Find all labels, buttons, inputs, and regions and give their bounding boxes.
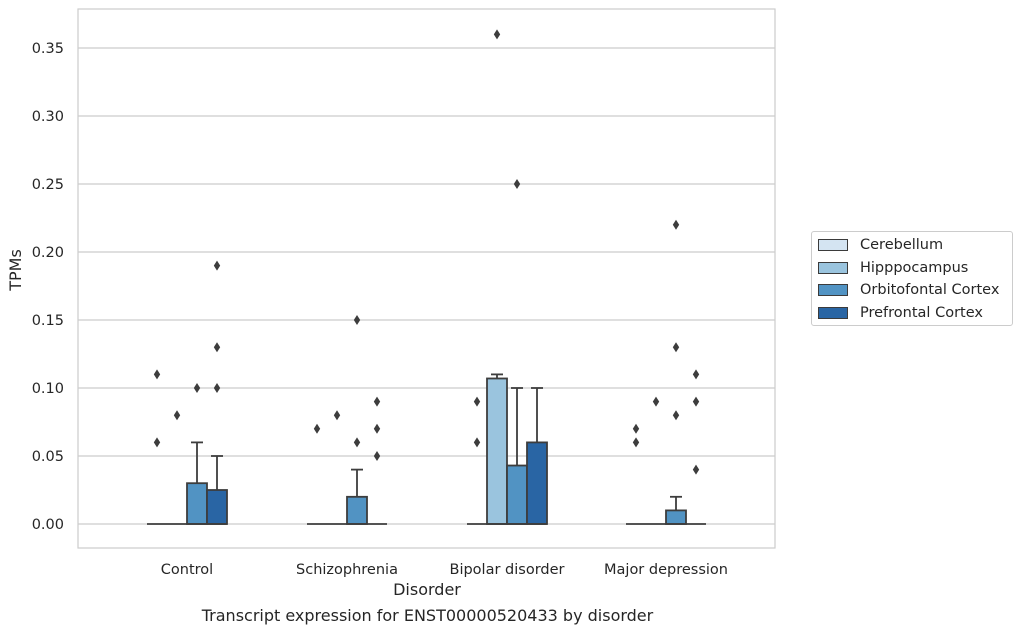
box	[486, 377, 508, 525]
outlier-point	[493, 29, 501, 40]
x-tick-label: Major depression	[604, 562, 728, 578]
outlier-point	[672, 342, 680, 353]
legend-item-orbitofontal-cortex: Orbitofontal Cortex	[818, 281, 999, 299]
outlier-point	[373, 423, 381, 434]
y-tick-label: 0.25	[32, 177, 64, 193]
y-tick-label: 0.15	[32, 313, 64, 329]
legend-item-prefrontal-cortex: Prefrontal Cortex	[818, 304, 983, 322]
boxes	[147, 373, 706, 525]
y-axis-label: TPMs	[6, 249, 25, 292]
y-tick-label: 0.30	[32, 109, 64, 125]
legend-swatch	[818, 239, 848, 251]
outlier-point	[353, 315, 361, 325]
box	[206, 489, 228, 525]
outlier-point	[672, 410, 680, 421]
legend-item-hipppocampus: Hipppocampus	[818, 259, 968, 277]
outlier-point	[652, 396, 660, 407]
y-tick-label: 0.35	[32, 41, 64, 57]
legend-swatch	[818, 284, 848, 296]
legend-label: Orbitofontal Cortex	[860, 282, 1000, 298]
outlier-point	[373, 396, 381, 407]
legend-item-cerebellum: Cerebellum	[818, 236, 943, 254]
legend-label: Prefrontal Cortex	[860, 305, 983, 321]
outlier-point	[692, 369, 700, 380]
chart-caption: Transcript expression for ENST0000052043…	[201, 606, 654, 625]
outlier-point	[333, 410, 341, 421]
box	[506, 464, 528, 525]
outlier-point	[513, 179, 521, 189]
outlier-point	[153, 369, 161, 380]
outlier-point	[692, 396, 700, 407]
y-tick-label: 0.00	[32, 517, 64, 533]
x-tick-labels: Control Schizophrenia Bipolar disorder Majo…	[161, 562, 728, 578]
outliers	[153, 29, 700, 475]
outlier-point	[473, 396, 481, 407]
legend-label: Hipppocampus	[860, 260, 969, 276]
outlier-point	[473, 437, 481, 448]
outlier-point	[153, 437, 161, 448]
box	[526, 441, 548, 525]
outlier-point	[313, 423, 321, 434]
outlier-point	[213, 383, 221, 393]
outlier-point	[373, 451, 381, 461]
outlier-point	[173, 410, 181, 421]
x-tick-label: Control	[161, 562, 213, 578]
y-tick-label: 0.20	[32, 245, 64, 261]
legend: Cerebellum Hipppocampus Orbitofontal Cor…	[811, 231, 1013, 326]
outlier-point	[632, 437, 640, 448]
box	[186, 482, 208, 525]
y-tick-label: 0.05	[32, 449, 64, 465]
outlier-point	[672, 219, 680, 230]
x-tick-label: Schizophrenia	[296, 562, 398, 578]
outlier-point	[632, 423, 640, 434]
outlier-point	[353, 437, 361, 448]
outlier-point	[213, 342, 221, 353]
outlier-point	[692, 464, 700, 475]
x-tick-label: Bipolar disorder	[450, 562, 565, 578]
legend-swatch	[818, 307, 848, 319]
y-tick-label: 0.10	[32, 381, 64, 397]
outlier-point	[193, 383, 201, 393]
box	[665, 509, 687, 525]
y-tick-labels: 0.00 0.05 0.10 0.15 0.20 0.25 0.30 0.35	[32, 41, 64, 533]
outlier-point	[213, 260, 221, 271]
plot-area	[77, 8, 776, 549]
legend-label: Cerebellum	[860, 237, 944, 253]
x-axis-label: Disorder	[393, 580, 461, 599]
legend-swatch	[818, 262, 848, 274]
box	[346, 495, 368, 525]
